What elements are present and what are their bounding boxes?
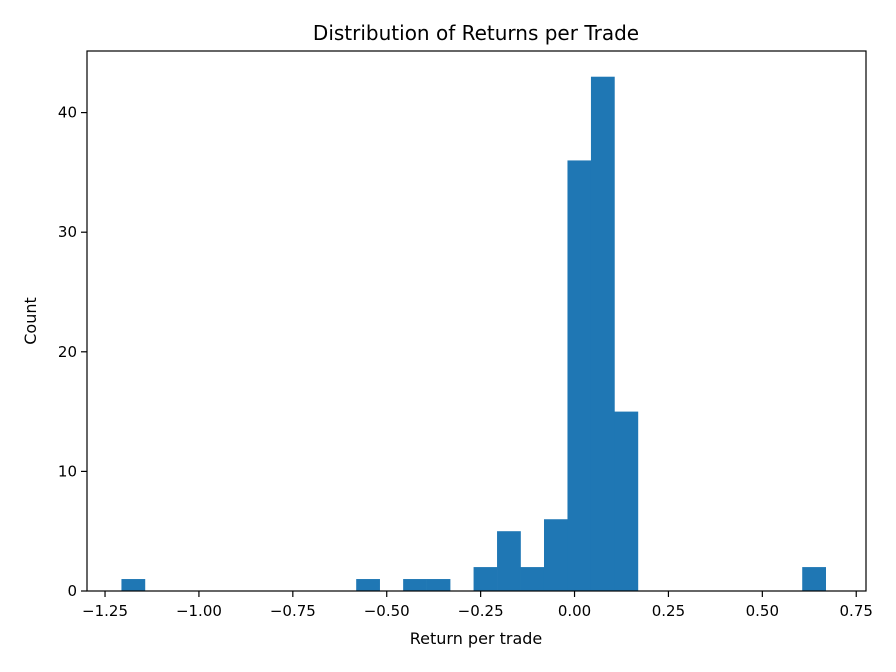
histogram-bar [567,160,592,591]
histogram-bar [356,579,380,591]
x-tick-label: 0.25 [652,602,685,620]
y-tick-label: 30 [58,223,77,241]
bars-group [121,76,826,591]
x-tick-label: −1.00 [176,602,222,620]
histogram-bar [543,519,568,591]
histogram-bar [520,567,545,591]
y-axis-label: Count [21,297,40,345]
x-axis-label: Return per trade [410,629,543,648]
x-tick-label: 0.50 [746,602,779,620]
histogram-bar [614,411,639,591]
histogram-bar [473,567,498,591]
chart-title: Distribution of Returns per Trade [313,21,639,45]
x-tick-label: −0.25 [458,602,504,620]
plot-frame [86,50,867,592]
histogram-bar [590,76,615,591]
x-tick-label: −1.25 [82,602,128,620]
histogram-bar [121,579,146,591]
y-tick-label: 40 [58,104,77,122]
y-tick-label: 20 [58,343,77,361]
histogram-bar [497,531,521,591]
y-tick-label: 10 [58,462,77,480]
y-tick-label: 0 [67,582,77,600]
y-axis-ticks: 0 10 20 30 40 [58,104,87,600]
histogram-bar [403,579,427,591]
x-tick-label: 0.00 [558,602,591,620]
histogram-bar [802,567,826,591]
x-tick-label: 0.75 [840,602,873,620]
x-tick-label: −0.75 [270,602,316,620]
x-tick-label: −0.50 [364,602,410,620]
histogram-bar [426,579,451,591]
x-axis-ticks: −1.25 −1.00 −0.75 −0.50 −0.25 0.00 0.25 0.50 0.7… [82,591,873,620]
